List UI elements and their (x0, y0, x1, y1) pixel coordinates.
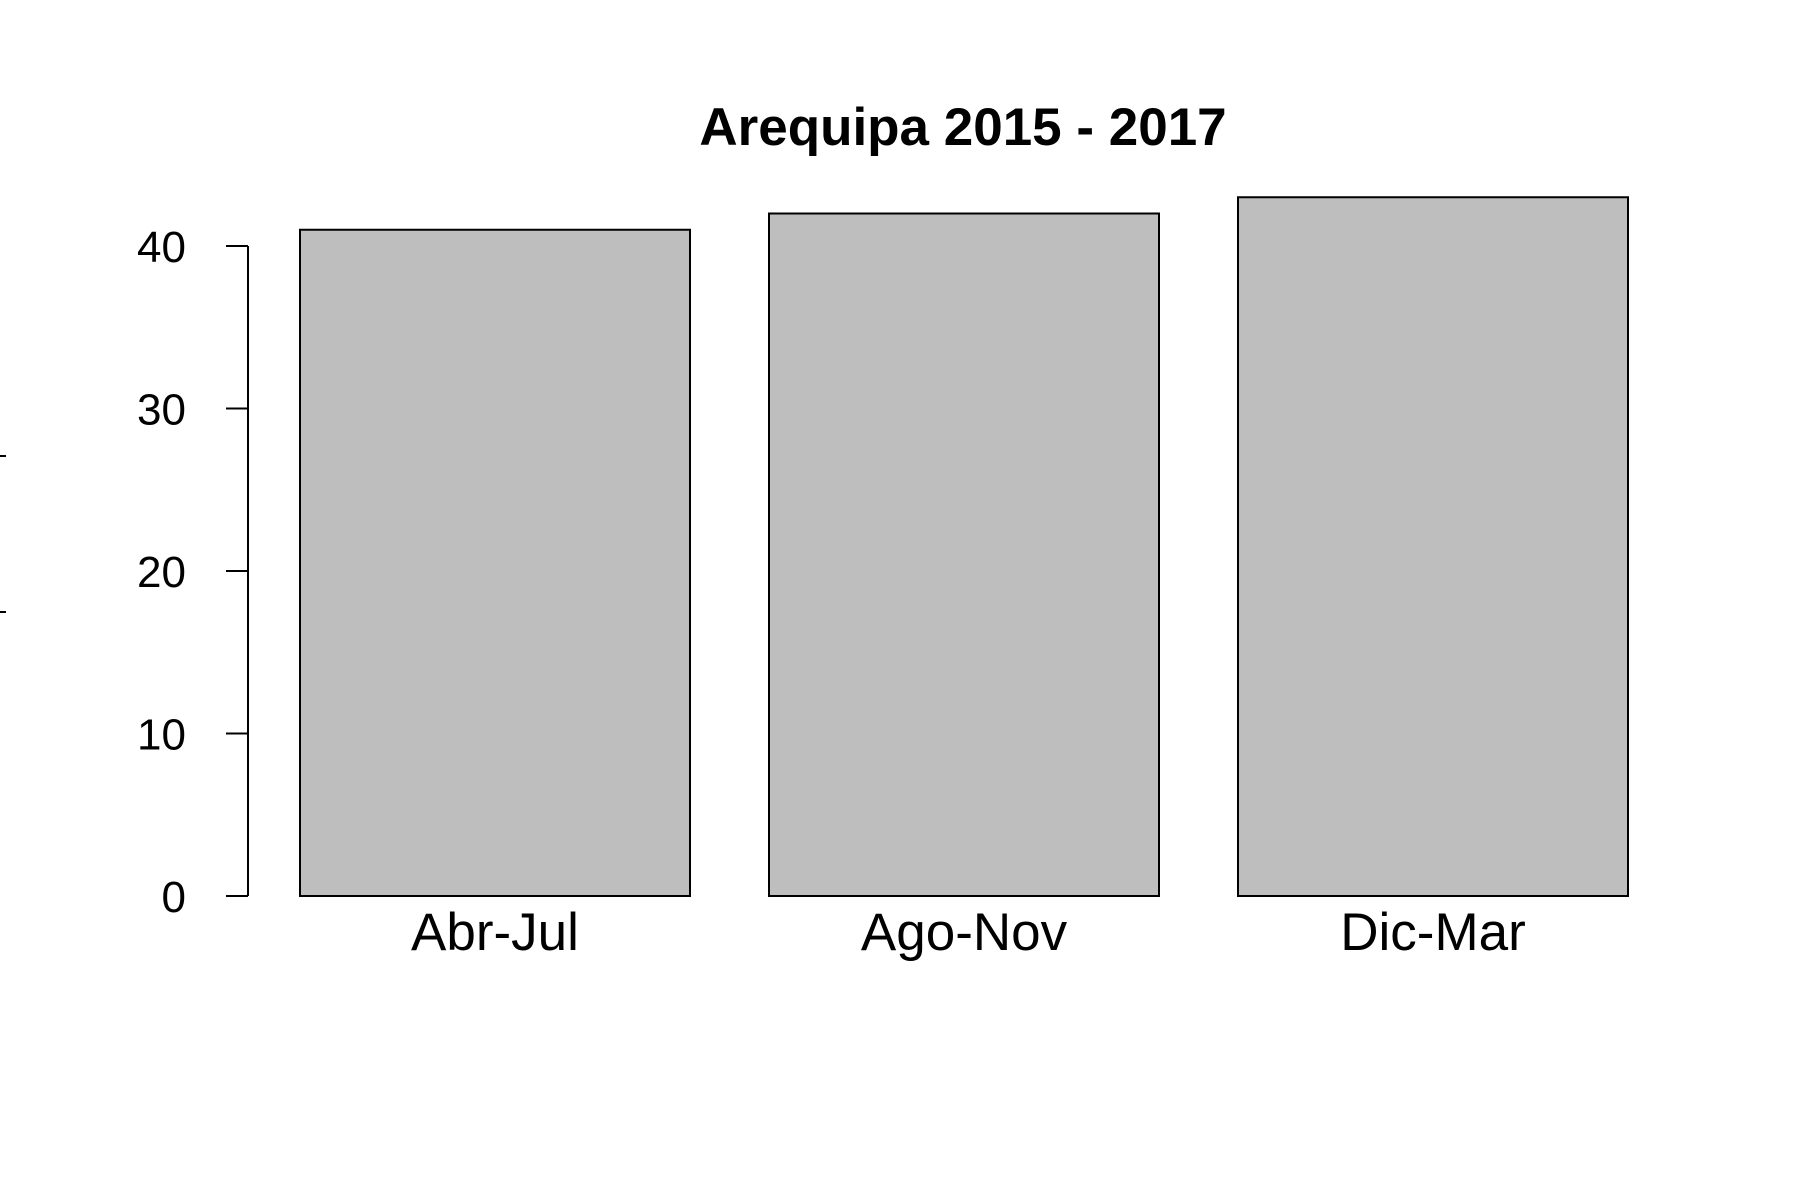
y-tick-label: 20 (137, 548, 186, 597)
x-axis-labels: Abr-Jul Ago-Nov Dic-Mar (411, 903, 1526, 962)
y-tick-label: 30 (137, 386, 186, 435)
x-category-label: Ago-Nov (861, 903, 1068, 962)
y-tick-label: 10 (137, 711, 186, 760)
y-axis: 0 10 20 30 40 (137, 223, 249, 922)
bar-abr-jul (299, 228, 691, 897)
bars (299, 196, 1629, 897)
x-category-label: Dic-Mar (1340, 903, 1525, 962)
bar-dic-mar (1237, 196, 1629, 897)
y-tick-label: 40 (137, 223, 186, 272)
bar-ago-nov (768, 212, 1160, 897)
y-tick-label: 0 (162, 873, 186, 922)
chart-title: Arequipa 2015 - 2017 (699, 98, 1226, 157)
x-category-label: Abr-Jul (411, 903, 579, 962)
